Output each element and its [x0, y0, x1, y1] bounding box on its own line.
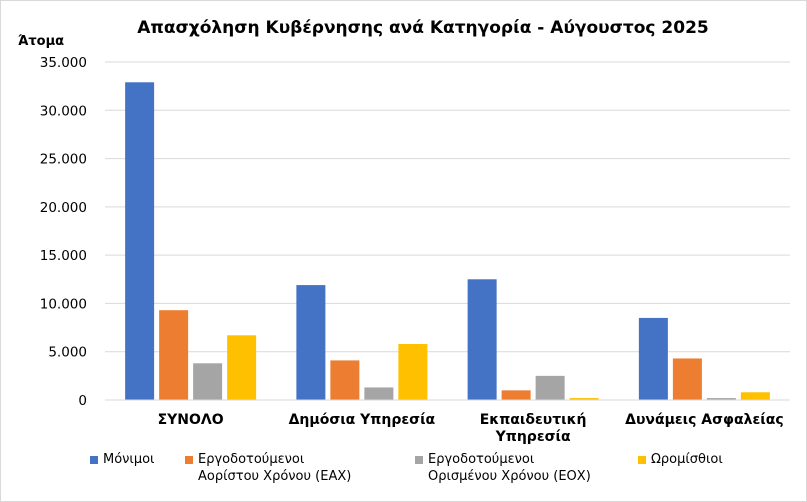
y-tick-label: 5.000	[48, 345, 87, 361]
bar	[227, 335, 257, 400]
bars	[125, 82, 770, 400]
bar	[467, 279, 497, 400]
bar	[125, 82, 155, 400]
legend-label: Εργοδοτούμενοι Ορισμένου Χρόνου (ΕΟΧ)	[428, 452, 591, 484]
x-category-label: ΣΥΝΟΛΟ	[158, 412, 224, 428]
legend-label: Εργοδοτούμενοι Αορίστου Χρόνου (ΕΑΧ)	[198, 452, 352, 484]
legend-item: Εργοδοτούμενοι Ορισμένου Χρόνου (ΕΟΧ)	[415, 451, 628, 485]
x-category-label: Υπηρεσία	[495, 429, 571, 445]
legend-swatch	[185, 456, 193, 464]
y-tick-label: 25.000	[40, 152, 87, 168]
bar	[330, 360, 360, 400]
y-tick-label: 20.000	[40, 200, 87, 216]
y-axis-ticks: 0 5.000 10.000 15.000 20.000 25.000 30.000 35.0…	[40, 55, 87, 409]
bar	[501, 390, 531, 400]
bar	[706, 398, 736, 400]
legend-item: Εργοδοτούμενοι Αορίστου Χρόνου (ΕΑΧ)	[185, 451, 398, 485]
bar	[740, 392, 770, 400]
x-category-label: Δημόσια Υπηρεσία	[289, 412, 436, 428]
legend-swatch	[415, 456, 423, 464]
bar	[159, 310, 189, 400]
chart-title: Απασχόληση Κυβέρνησης ανά Κατηγορία - Αύ…	[137, 18, 709, 38]
y-axis-unit-label: Άτομα	[18, 34, 65, 49]
bar	[535, 375, 565, 400]
gridlines	[105, 61, 790, 353]
y-tick-label: 30.000	[40, 103, 87, 119]
legend: Μόνιμοι Εργοδοτούμενοι Αορίστου Χρόνου (ΕΑ…	[90, 451, 790, 491]
bar	[569, 398, 599, 400]
legend-item: Ωρομίσθιοι	[638, 451, 807, 468]
y-tick-label: 0	[78, 393, 87, 409]
bar	[296, 285, 326, 400]
bar	[364, 387, 394, 400]
y-tick-label: 10.000	[40, 296, 87, 312]
bar	[398, 343, 428, 400]
legend-item: Μόνιμοι	[90, 451, 303, 468]
y-tick-label: 15.000	[40, 248, 87, 264]
x-category-label: Δυνάμεις Ασφαλείας	[625, 412, 784, 428]
x-axis-category-labels: ΣΥΝΟΛΟ Δημόσια Υπηρεσία ΕκπαιδευτικήΥπηρεσ…	[158, 412, 784, 445]
y-tick-label: 35.000	[40, 55, 87, 71]
bar	[672, 358, 702, 400]
legend-label: Ωρομίσθιοι	[651, 452, 723, 467]
bar	[193, 363, 223, 400]
legend-swatch	[638, 456, 646, 464]
x-category-label: Εκπαιδευτική	[480, 412, 587, 428]
legend-swatch	[90, 456, 98, 464]
bar	[638, 317, 668, 400]
legend-label: Μόνιμοι	[103, 452, 155, 467]
